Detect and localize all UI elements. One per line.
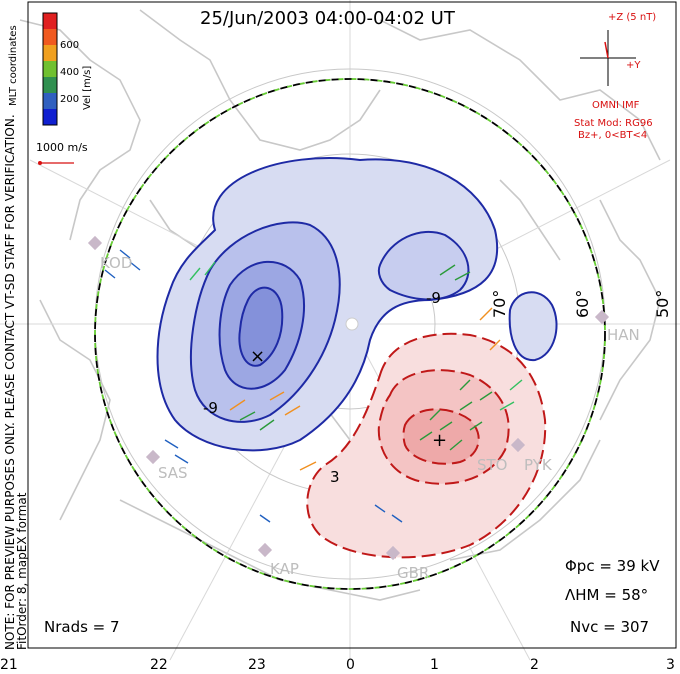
imf-y-label: +Y xyxy=(626,60,641,71)
hm-boundary-green xyxy=(94,78,606,590)
imf-source: OMNI IMF xyxy=(592,100,640,111)
fit-order-note: FitOrder: 8, mapEX format xyxy=(15,492,29,650)
station-label-kod: KOD xyxy=(100,254,132,272)
dusk-convection-cell xyxy=(156,157,558,452)
lat-label-70: 70° xyxy=(490,290,509,318)
plot-title: 25/Jun/2003 04:00-04:02 UT xyxy=(200,8,456,29)
colorbar-tick-600: 600 xyxy=(60,40,79,51)
svg-text:0: 0 xyxy=(346,657,355,673)
station-label-sto: STO xyxy=(477,456,508,474)
preview-note: NOTE: FOR PREVIEW PURPOSES ONLY. PLEASE … xyxy=(3,114,17,650)
radar-stations xyxy=(87,235,610,561)
lat-label-60: 60° xyxy=(573,290,592,318)
imf-model: Stat Mod: RG96 xyxy=(574,118,653,129)
contour-label-dawn: 3 xyxy=(330,468,340,486)
station-label-sas: SAS xyxy=(158,464,188,482)
station-label-han: HAN xyxy=(607,326,640,344)
velocity-vectors xyxy=(104,249,523,523)
vector-count: Nvc = 307 xyxy=(570,618,649,636)
coastlines xyxy=(19,9,661,601)
svg-text:22: 22 xyxy=(150,657,168,673)
plot-frame xyxy=(27,1,677,649)
colorbar-label: Vel [m/s] xyxy=(82,66,93,110)
station-label-pyk: PYK xyxy=(524,456,553,474)
contour-label-dusk: -9 xyxy=(203,399,218,417)
radar-count: Nrads = 7 xyxy=(44,618,120,636)
cross-polar-potential: Φpc = 39 kV xyxy=(565,557,660,575)
colorbar-tick-200: 200 xyxy=(60,94,79,105)
dawn-convection-cell xyxy=(306,332,547,559)
potential-min-marker: × xyxy=(250,346,265,367)
imf-condition: Bz+, 0<BT<4 xyxy=(578,130,647,141)
imf-z-label: +Z (5 nT) xyxy=(608,12,656,23)
svg-text:3: 3 xyxy=(666,657,675,673)
potential-max-marker: + xyxy=(432,430,447,451)
coordinate-label: MLT coordinates xyxy=(8,25,19,106)
contour-label-mid: -9 xyxy=(426,289,441,307)
imf-vector xyxy=(604,41,609,59)
hm-latitude: ΛHM = 58° xyxy=(565,586,648,604)
pole-marker xyxy=(345,317,359,331)
station-label-kap: KAP xyxy=(270,560,299,578)
svg-text:23: 23 xyxy=(248,657,266,673)
reference-vector-label: 1000 m/s xyxy=(36,141,88,154)
svg-text:2: 2 xyxy=(530,657,539,673)
velocity-colorbar xyxy=(42,12,58,126)
station-label-gbr: GBR xyxy=(397,564,429,582)
lat-label-50: 50° xyxy=(653,290,672,318)
mlt-axis: 21 22 23 0 1 2 3 xyxy=(0,657,675,673)
colorbar-tick-400: 400 xyxy=(60,67,79,78)
svg-text:21: 21 xyxy=(0,657,18,673)
svg-text:1: 1 xyxy=(430,657,439,673)
